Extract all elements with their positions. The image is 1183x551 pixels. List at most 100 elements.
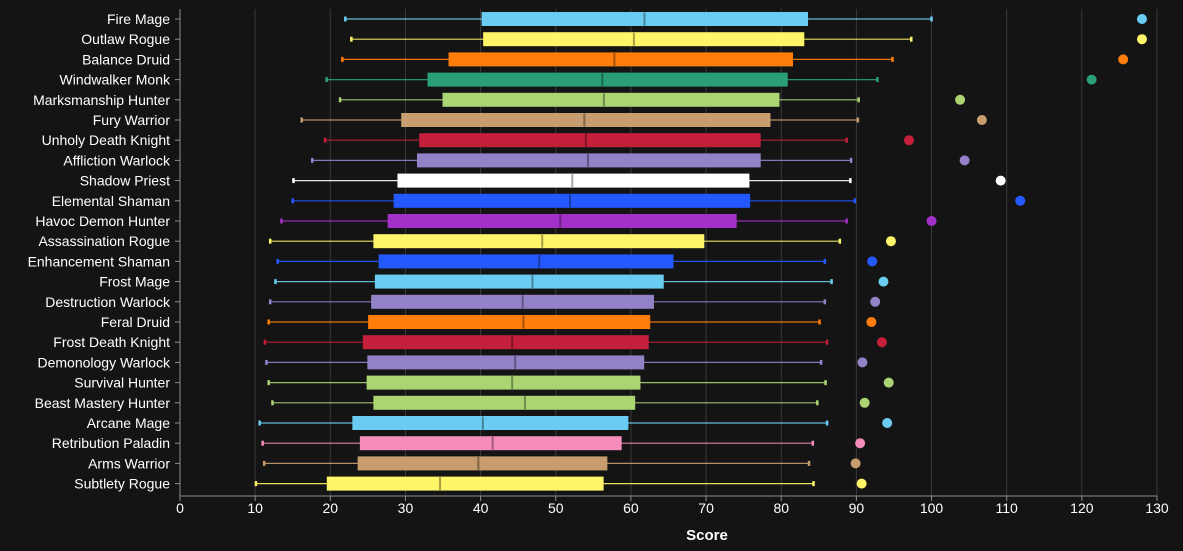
box-item [175, 294, 881, 309]
x-tick-label: 60 [623, 500, 639, 516]
box-iqr [427, 72, 788, 87]
grid-lines [179, 9, 1158, 497]
box-iqr [397, 173, 750, 188]
x-axis-ticks: 0 10 20 30 40 50 60 70 80 90 100 110 120 130 [176, 496, 1169, 516]
category-label: Retribution Paladin [52, 435, 170, 451]
box-item [175, 274, 889, 289]
outlier-point [850, 458, 861, 469]
box-item [175, 173, 1006, 188]
box-iqr [326, 476, 604, 491]
category-label: Windwalker Monk [60, 72, 171, 88]
outlier-point [857, 357, 868, 368]
outlier-point [1086, 74, 1097, 85]
category-label: Fire Mage [107, 11, 170, 27]
box-item [175, 214, 937, 228]
outlier-point [955, 94, 966, 105]
box-item [175, 52, 1129, 67]
box-iqr [359, 436, 622, 451]
category-label: Frost Mage [99, 274, 170, 290]
box-iqr [483, 32, 805, 47]
x-tick-label: 70 [698, 500, 714, 516]
box-item [175, 476, 867, 491]
category-label: Demonology Warlock [37, 354, 171, 370]
outlier-point [1136, 34, 1147, 45]
box-item [175, 436, 866, 451]
x-tick-label: 100 [920, 500, 944, 516]
category-labels: Fire Mage Outlaw Rogue Balance Druid Windwa… [28, 11, 171, 492]
outlier-point [876, 337, 887, 348]
category-label: Shadow Priest [80, 173, 170, 189]
box-item [175, 416, 893, 430]
outlier-point [885, 236, 896, 247]
x-tick-label: 10 [247, 500, 263, 516]
outlier-point [959, 155, 970, 166]
box-iqr [367, 355, 645, 370]
box-iqr [373, 395, 636, 410]
category-label: Frost Death Knight [53, 334, 170, 350]
box-item [175, 335, 887, 350]
x-tick-label: 110 [996, 500, 1019, 516]
box-item [175, 92, 966, 107]
category-label: Feral Druid [101, 314, 170, 330]
box-iqr [366, 375, 641, 390]
outlier-point [1136, 14, 1147, 24]
outlier-point [995, 175, 1006, 186]
box-item [175, 113, 987, 127]
category-label: Affliction Warlock [63, 152, 171, 168]
x-tick-label: 130 [1145, 500, 1169, 516]
outlier-point [855, 438, 866, 449]
outlier-point [870, 296, 881, 307]
x-tick-label: 80 [773, 500, 789, 516]
box-iqr [393, 193, 751, 208]
box-item [175, 133, 914, 148]
category-label: Marksmanship Hunter [33, 92, 170, 108]
outlier-point [1118, 54, 1129, 65]
box-iqr [357, 456, 608, 471]
box-item [175, 375, 894, 390]
box-item [175, 32, 1147, 47]
box-iqr [387, 214, 737, 228]
category-label: Elemental Shaman [52, 193, 170, 209]
category-label: Beast Mastery Hunter [35, 395, 171, 411]
box-iqr [373, 234, 705, 249]
box-item [175, 355, 868, 370]
outlier-point [1015, 195, 1026, 206]
x-tick-label: 20 [323, 500, 339, 516]
x-axis-title: Score [686, 527, 728, 544]
box-item [175, 234, 896, 249]
category-label: Havoc Demon Hunter [35, 213, 170, 229]
box-item [175, 254, 878, 269]
box-iqr [448, 52, 794, 67]
box-iqr [481, 12, 809, 26]
box-item [175, 153, 970, 168]
category-label: Outlaw Rogue [81, 31, 170, 47]
category-label: Balance Druid [82, 51, 170, 67]
box-item [175, 12, 1147, 26]
box-iqr [419, 133, 761, 148]
category-label: Unholy Death Knight [42, 132, 171, 148]
x-tick-label: 90 [849, 500, 865, 516]
outlier-point [866, 317, 877, 327]
outlier-point [903, 135, 914, 146]
box-item [175, 193, 1026, 208]
category-label: Assassination Rogue [38, 233, 170, 249]
box-iqr [442, 92, 780, 107]
box-iqr [374, 274, 664, 289]
outlier-point [976, 115, 987, 125]
box-iqr [371, 294, 654, 309]
x-tick-label: 50 [548, 500, 564, 516]
category-label: Fury Warrior [93, 112, 171, 128]
outlier-point [926, 216, 937, 226]
box-iqr [416, 153, 761, 168]
box-item [175, 395, 870, 410]
x-tick-label: 40 [473, 500, 489, 516]
outlier-point [867, 256, 878, 267]
x-tick-label: 30 [398, 500, 414, 516]
box-iqr [368, 315, 651, 329]
outlier-point [882, 418, 893, 428]
box-iqr [352, 416, 629, 430]
outlier-point [856, 478, 867, 489]
box-item [175, 456, 861, 471]
